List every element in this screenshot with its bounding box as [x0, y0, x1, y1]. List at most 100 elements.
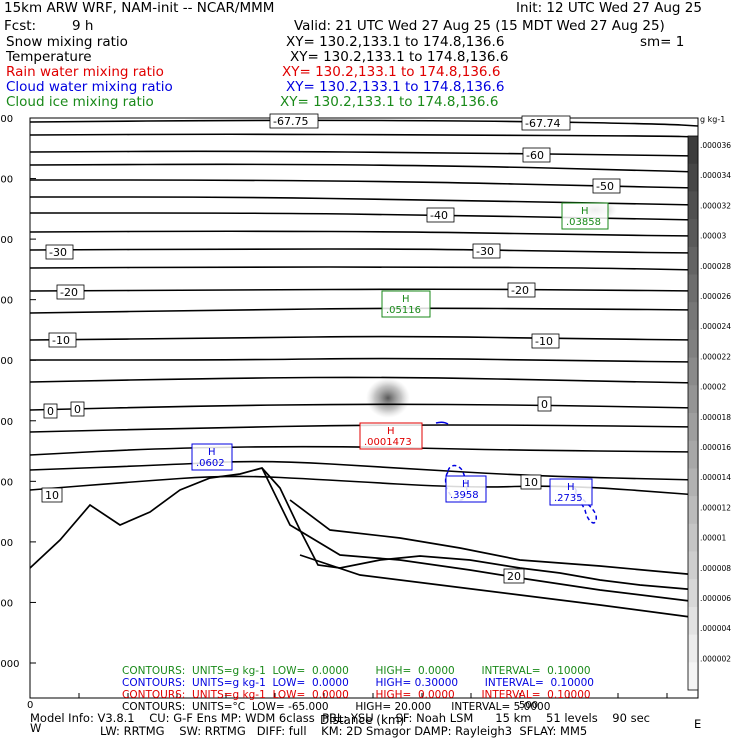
field-name-rain: Rain water mixing ratio	[6, 64, 164, 80]
temperature-contour	[29, 248, 699, 254]
field-name-cloud-water: Cloud water mixing ratio	[6, 79, 173, 95]
ci-high: HIGH= 20.000	[355, 701, 432, 713]
contour-info-water: CONTOURS: UNITS=g kg-1 LOW= 0.0000 HIGH=…	[122, 677, 594, 689]
temperature-label: -50	[596, 180, 614, 193]
temperature-label-box	[520, 474, 542, 490]
temperature-label-box	[472, 243, 501, 259]
temperature-label: -30	[49, 246, 67, 259]
colorbar-tick-label: .00003	[700, 232, 726, 241]
colorbar-tick-label: .000016	[700, 443, 731, 452]
colorbar-tick-label: .000014	[700, 473, 731, 482]
colorbar-cell	[688, 440, 698, 469]
temperature-contour	[29, 475, 699, 496]
ci-interval: INTERVAL= 0.10000	[481, 665, 591, 677]
x-axis-label: Distance (km)	[320, 713, 405, 727]
temperature-label: 20	[507, 570, 521, 583]
y-tick-label: 400	[0, 296, 13, 307]
colorbar-tick-label: .000028	[700, 262, 731, 271]
model-info-line1: Model Info: V3.8.1 CU: G-F Ens MP: WDM 6…	[30, 711, 650, 725]
maximum-letter: H	[462, 479, 470, 490]
temperature-contour	[29, 163, 699, 173]
colorbar-frame	[687, 135, 699, 691]
maximum-value: .05116	[386, 305, 421, 316]
temperature-label: -10	[52, 334, 70, 347]
maximum-box	[191, 443, 233, 471]
ci-interval: INTERVAL= 0.10000	[481, 689, 591, 701]
terrain-contour	[29, 467, 699, 591]
temperature-contour	[29, 403, 699, 411]
terrain	[29, 467, 699, 619]
temperature-label: -67.74	[525, 117, 560, 130]
y-tick-label: 700	[0, 477, 13, 488]
colorbar-cell	[688, 496, 698, 525]
ci-low: LOW= 0.0000	[272, 677, 349, 689]
valid-time: Valid: 21 UTC Wed 27 Aug 25 (15 MDT Wed …	[294, 18, 665, 34]
colorbar-cell	[688, 329, 698, 359]
colorbar-cell	[688, 579, 698, 608]
colorbar-tick-label: .000012	[700, 503, 731, 512]
maximum-box	[445, 475, 487, 503]
ci-label: CONTOURS:	[122, 701, 186, 713]
temperature-contour	[29, 376, 699, 384]
colorbar-cell	[688, 385, 698, 414]
surface-contour	[261, 467, 699, 603]
temperature-contour	[30, 179, 699, 189]
temperature-contour	[29, 288, 699, 292]
temperature-label-box	[537, 396, 552, 412]
init-time: Init: 12 UTC Wed 27 Aug 25	[516, 0, 702, 16]
contour-info-rain: CONTOURS: UNITS=g kg-1 LOW= 0.0000 HIGH=…	[122, 689, 591, 701]
temperature-label-box	[507, 282, 536, 298]
ci-label: CONTOURS:	[122, 677, 186, 689]
temperature-label-box	[70, 401, 85, 417]
temperature-label: 0	[74, 403, 81, 416]
y-tick-label: 500	[0, 356, 13, 367]
colorbar-tick-label: .000008	[700, 564, 731, 573]
temperature-label: -10	[535, 335, 553, 348]
temperature-label-box	[56, 284, 85, 300]
ci-label: CONTOURS:	[122, 689, 186, 701]
field-name-snow: Snow mixing ratio	[6, 34, 128, 50]
field-xy-temperature: XY= 130.2,133.1 to 174.8,136.6	[290, 49, 509, 65]
colorbar-tick-label: .000036	[700, 141, 731, 150]
colorbar-cell	[688, 274, 698, 303]
x-tick-label: 0	[27, 700, 33, 711]
temperature-label-box	[531, 333, 560, 349]
fcst-label: Fcst:	[4, 18, 37, 34]
temperature-contours	[29, 119, 699, 496]
colorbar-cell	[688, 413, 698, 442]
x-axis-ticks: 0 500	[27, 693, 668, 711]
field-name-temperature: Temperature	[6, 49, 92, 65]
ci-units: UNITS=g kg-1	[192, 689, 266, 701]
field-xy-snow: XY= 130.2,133.1 to 174.8,136.6	[286, 34, 505, 50]
maximum-box	[381, 290, 431, 318]
colorbar-tick-label: .000018	[700, 413, 731, 422]
colorbar-tick-label: .000004	[700, 624, 731, 633]
temperature-contour	[30, 212, 699, 221]
maximum-letter: H	[567, 482, 575, 493]
temperature-label: -60	[526, 149, 544, 162]
ci-units: UNITS=°C	[192, 701, 246, 713]
temperature-label-box	[41, 487, 63, 503]
maximum-value: .2735	[554, 493, 583, 504]
colorbar-cell	[688, 219, 698, 248]
maximum-box	[359, 422, 423, 450]
colorbar-cell	[688, 136, 698, 165]
field-xy-cloud-water: XY= 130.2,133.1 to 174.8,136.6	[286, 79, 505, 95]
temperature-label-box	[521, 115, 571, 131]
colorbar-cell	[688, 302, 698, 331]
ci-high: HIGH= 0.0000	[375, 665, 455, 677]
maximum-box	[549, 478, 593, 506]
temperature-label: -20	[511, 284, 529, 297]
colorbar-unit: g kg-1	[700, 115, 725, 124]
colorbar-cell	[688, 357, 698, 386]
y-tick-label: 300	[0, 235, 13, 246]
cloud-water-contour	[435, 421, 449, 425]
y-tick-label: 200	[0, 175, 13, 186]
ci-units: UNITS=g kg-1	[192, 665, 266, 677]
y-tick-label: 100	[0, 114, 13, 125]
temperature-label: 0	[541, 398, 548, 411]
maximum-value: .3958	[450, 490, 479, 501]
temperature-contour	[29, 133, 699, 138]
temperature-label: -40	[430, 209, 448, 222]
temperature-label-box	[592, 178, 621, 194]
